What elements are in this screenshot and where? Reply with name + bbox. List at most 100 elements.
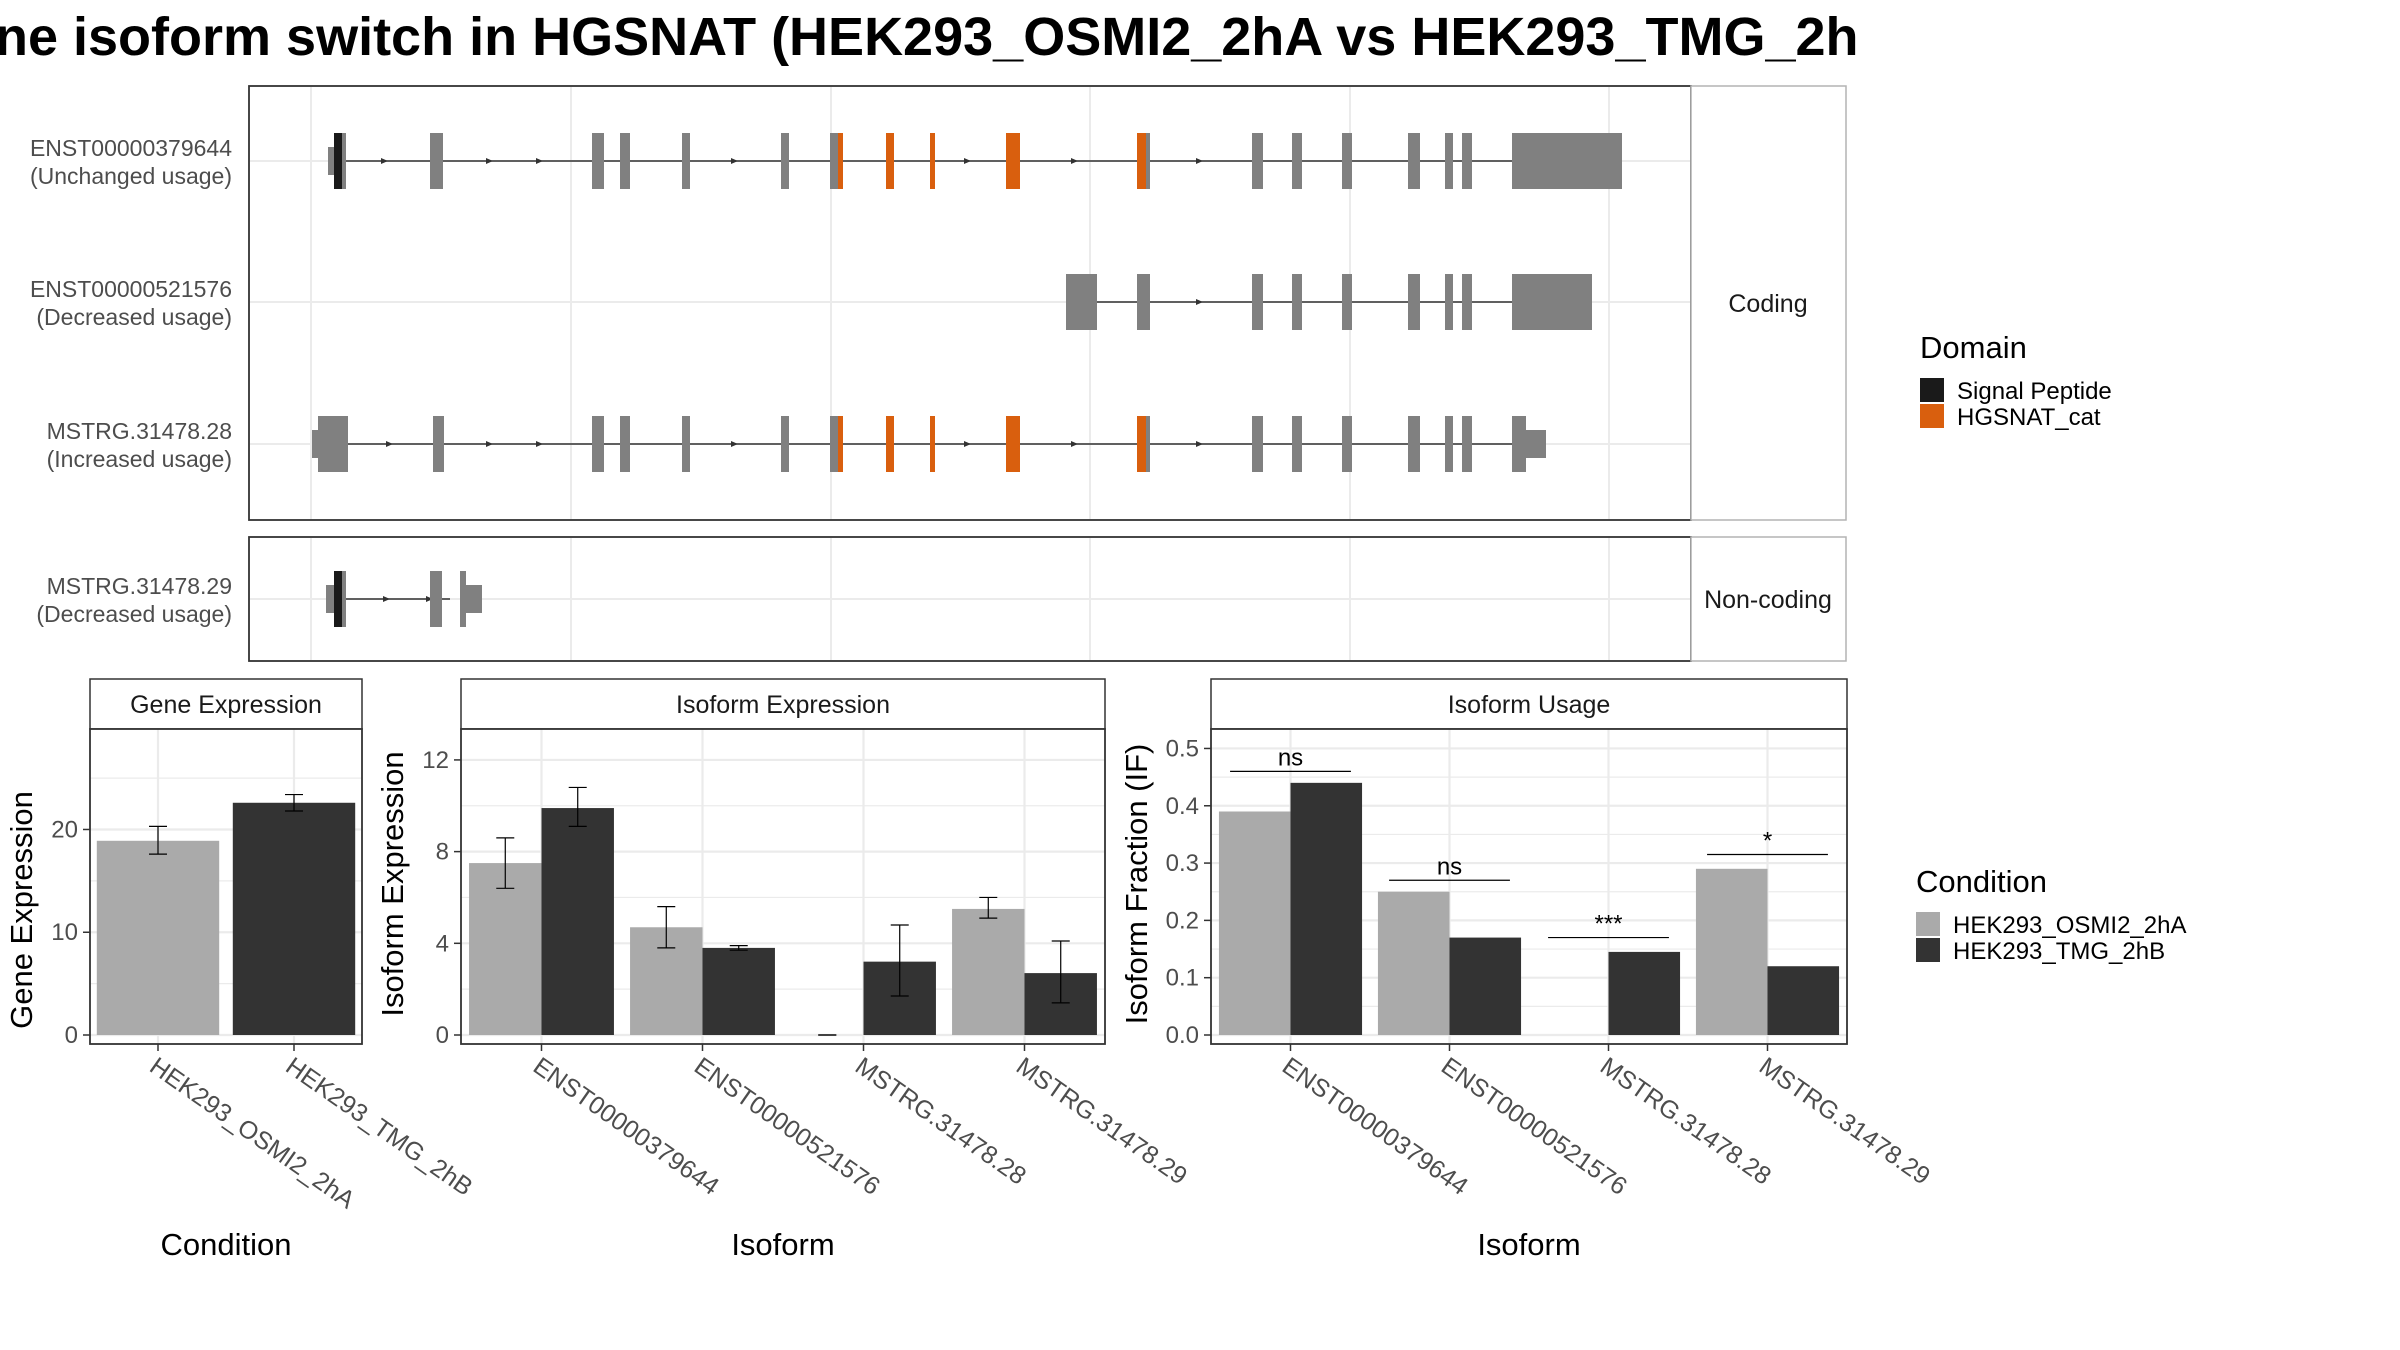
signal-peptide-exon <box>334 571 342 627</box>
isoform-expression-strip <box>460 678 1106 730</box>
exon <box>1292 274 1302 330</box>
strand-arrow <box>1196 299 1203 305</box>
exon <box>830 133 838 189</box>
exon <box>1512 416 1526 472</box>
strand-arrow <box>1071 158 1078 164</box>
y-axis-label: Isoform Expression <box>375 751 410 1016</box>
isoform-label-id: ENST00000521576 <box>30 276 232 302</box>
bar <box>469 863 542 1035</box>
domain-legend-title: Domain <box>1920 330 2027 365</box>
hgsnat-cat-exon <box>930 416 935 472</box>
exon <box>1252 416 1263 472</box>
exon <box>1462 416 1472 472</box>
signal-peptide-label: Signal Peptide <box>1957 378 2112 405</box>
isoform-labels: ENST00000379644 (Unchanged usage) ENST00… <box>30 135 232 627</box>
exon <box>433 416 444 472</box>
y-tick-label: 0.4 <box>1166 793 1199 820</box>
isoform-label-usage: (Increased usage) <box>47 446 232 472</box>
hgsnat-cat-swatch <box>1920 404 1944 428</box>
exon <box>1342 416 1352 472</box>
noncoding-gridlines <box>250 538 1690 660</box>
x-tick-label: MSTRG.31478.28 <box>1595 1052 1776 1191</box>
domain-legend: Domain Signal Peptide HGSNAT_cat <box>1920 330 2112 431</box>
x-tick-label: MSTRG.31478.28 <box>850 1052 1031 1191</box>
x-tick-label: MSTRG.31478.29 <box>1754 1052 1935 1191</box>
coding-tracks <box>312 133 1622 472</box>
isoform-expression-plot: ENST00000379644ENST00000521576MSTRG.3147… <box>422 728 1192 1201</box>
bar <box>1449 937 1522 1035</box>
exon <box>1252 274 1263 330</box>
bar <box>1767 966 1840 1035</box>
isoform-label-usage: (Unchanged usage) <box>30 163 232 189</box>
exon <box>1252 133 1263 189</box>
condition-b-swatch <box>1916 938 1940 962</box>
hgsnat-cat-exon <box>838 416 843 472</box>
strand-arrow <box>731 158 738 164</box>
exon <box>1512 133 1526 189</box>
chart-title: Isoform Usage <box>1448 691 1611 719</box>
isoform-expression-chart: Isoform Expression ENST00000379644ENST00… <box>375 678 1192 1262</box>
condition-a-swatch <box>1916 912 1940 936</box>
y-tick-label: 0.5 <box>1166 735 1199 762</box>
hgsnat-cat-exon <box>886 416 894 472</box>
y-tick-label: 20 <box>51 816 78 843</box>
strand-arrow <box>386 441 393 447</box>
exon <box>430 571 442 627</box>
y-tick-label: 0 <box>65 1022 78 1049</box>
exon <box>830 416 838 472</box>
strand-arrow <box>964 441 971 447</box>
exon <box>1137 274 1150 330</box>
coding-strip-label: Coding <box>1728 290 1807 318</box>
exon <box>1445 274 1453 330</box>
exon <box>1526 430 1546 458</box>
bar <box>1290 782 1363 1035</box>
hgsnat-cat-exon <box>1137 133 1146 189</box>
y-tick-label: 0.0 <box>1166 1022 1199 1049</box>
exon <box>466 585 482 613</box>
isoform-label-id: MSTRG.31478.29 <box>47 573 232 599</box>
noncoding-strip-label: Non-coding <box>1704 586 1832 614</box>
exon <box>682 416 690 472</box>
exon <box>1462 133 1472 189</box>
isoform-usage-plot: ENST00000379644ENST00000521576MSTRG.3147… <box>1166 728 1935 1201</box>
exon <box>1066 274 1085 330</box>
exon <box>1445 416 1453 472</box>
bar <box>232 802 356 1035</box>
exon <box>342 571 346 627</box>
exon <box>1512 274 1526 330</box>
exon <box>781 133 789 189</box>
exon <box>342 133 346 189</box>
signal-peptide-exon <box>334 133 342 189</box>
significance-label: * <box>1763 827 1772 854</box>
plot-frame <box>460 728 1106 1045</box>
bar <box>1218 811 1291 1035</box>
strand-arrow <box>426 596 433 602</box>
exon <box>1462 274 1472 330</box>
y-tick-label: 10 <box>51 919 78 946</box>
structure-noncoding-panel: Non-coding <box>248 536 1847 662</box>
bar <box>952 908 1025 1035</box>
exon <box>430 133 443 189</box>
y-tick-label: 12 <box>422 747 449 774</box>
exon <box>1085 274 1097 330</box>
bar <box>541 808 614 1035</box>
exon <box>682 133 690 189</box>
hgsnat-cat-exon <box>1137 416 1146 472</box>
exon <box>1342 274 1352 330</box>
isoform-label-usage: (Decreased usage) <box>36 304 232 330</box>
bar <box>1377 891 1450 1035</box>
condition-legend: Condition HEK293_OSMI2_2hA HEK293_TMG_2h… <box>1916 864 2186 965</box>
noncoding-tracks <box>326 571 482 627</box>
bar <box>1695 868 1768 1035</box>
hgsnat-cat-exon <box>1006 416 1020 472</box>
exon <box>620 416 630 472</box>
strand-arrow <box>964 158 971 164</box>
figure-title: ne isoform switch in HGSNAT (HEK293_OSMI… <box>0 7 1859 67</box>
significance-label: *** <box>1594 911 1622 938</box>
x-axis-label: Condition <box>161 1227 292 1262</box>
exon <box>328 147 334 175</box>
exon <box>326 585 334 613</box>
x-axis-label: Isoform <box>1477 1227 1580 1262</box>
exon <box>592 133 604 189</box>
hgsnat-cat-exon <box>838 133 843 189</box>
